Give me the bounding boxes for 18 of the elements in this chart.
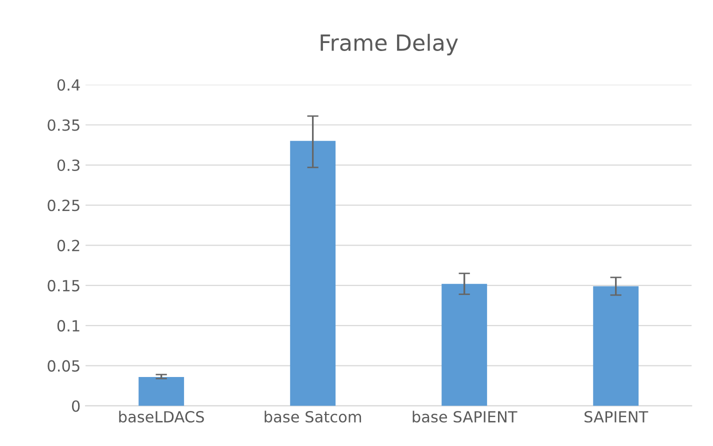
bar xyxy=(442,284,488,406)
y-tick-label: 0.25 xyxy=(48,200,80,212)
x-tick-label: SAPIENT xyxy=(584,410,648,423)
x-tick-label: base SAPIENT xyxy=(412,410,518,423)
y-tick-label: 0.2 xyxy=(57,240,80,252)
chart-title: Frame Delay xyxy=(320,34,458,56)
y-tick-label: 0.1 xyxy=(57,320,80,332)
bar xyxy=(138,376,184,406)
y-tick-label: 0 xyxy=(72,400,80,412)
bar xyxy=(290,140,336,406)
x-tick-label: baseLDACS xyxy=(119,410,204,423)
y-tick-label: 0.05 xyxy=(48,360,80,372)
y-tick-label: 0.15 xyxy=(48,280,80,292)
bar xyxy=(593,286,639,406)
y-tick-label: 0.3 xyxy=(57,159,80,172)
x-tick-label: base Satcom xyxy=(264,410,362,423)
y-tick-label: 0.4 xyxy=(57,79,80,91)
y-tick-label: 0.35 xyxy=(48,119,80,131)
